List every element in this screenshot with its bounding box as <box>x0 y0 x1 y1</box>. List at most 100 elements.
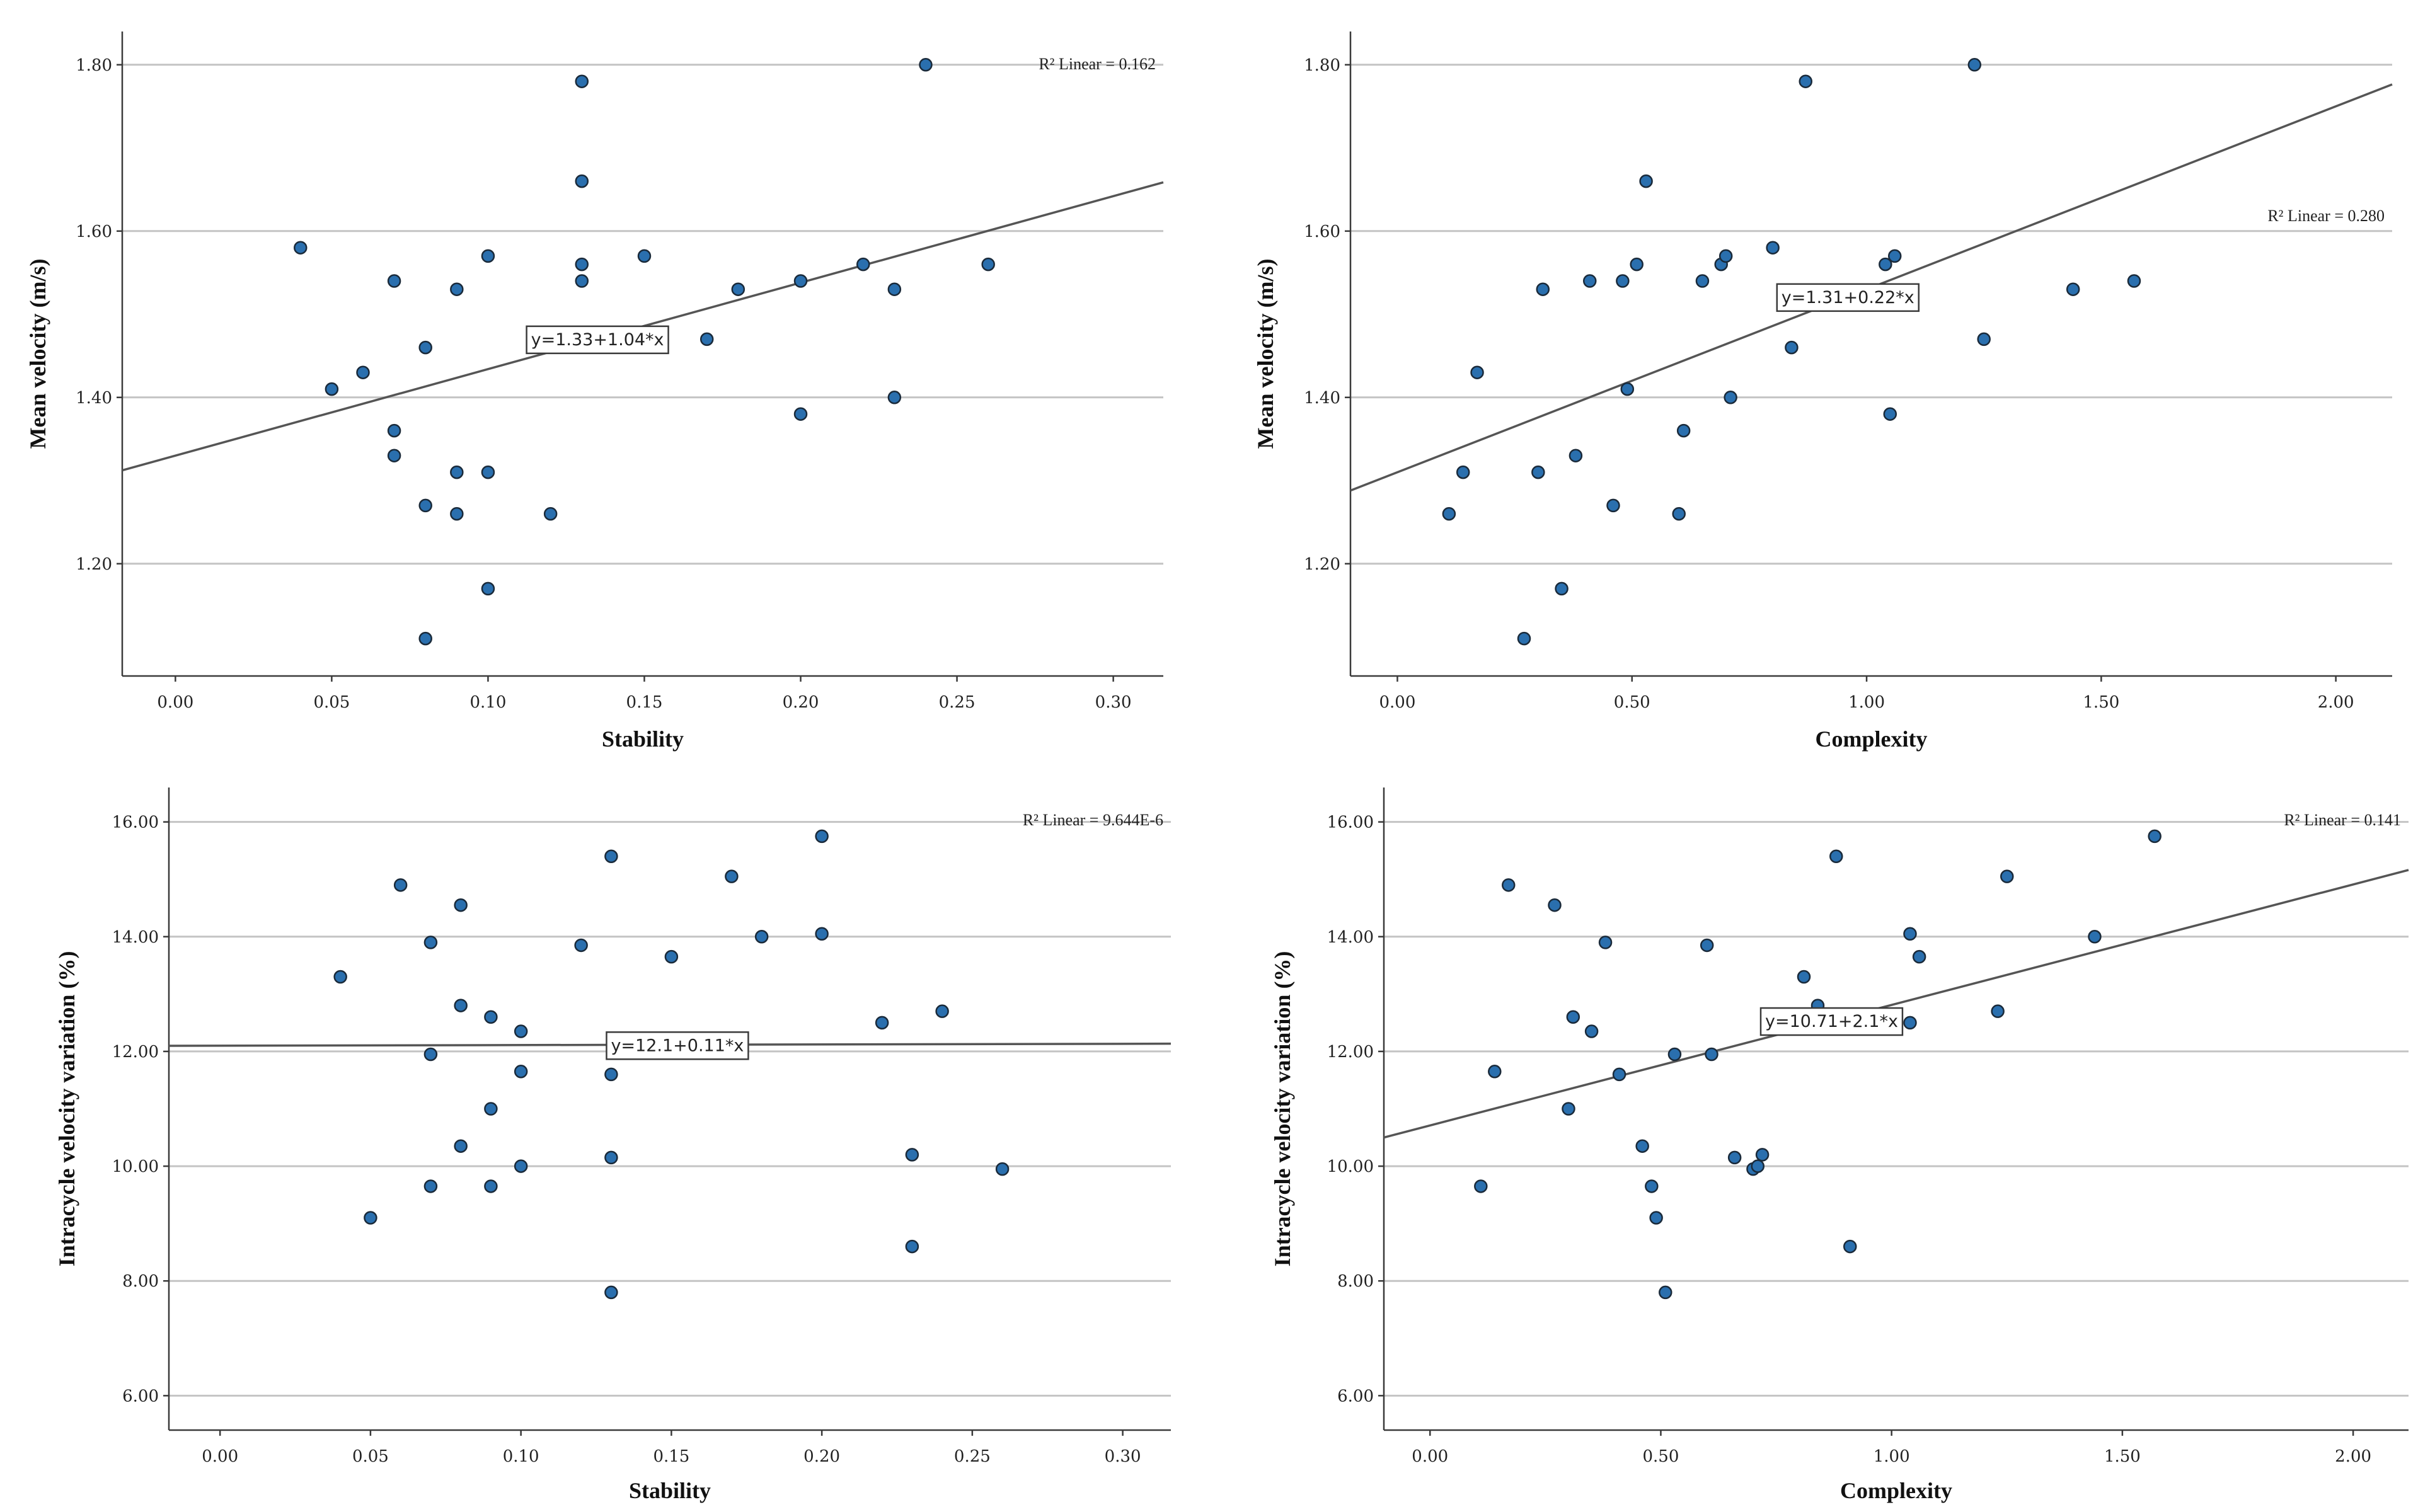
data-point <box>1724 391 1737 404</box>
y-axis-title: Intracycle velocity variation (%) <box>54 951 79 1267</box>
x-tick-label: 0.10 <box>503 1447 539 1466</box>
data-point <box>2066 282 2080 296</box>
data-point <box>514 1065 528 1079</box>
data-point <box>1879 257 1892 272</box>
data-point <box>664 949 679 964</box>
data-point <box>1751 1159 1765 1173</box>
y-axis-title: Intracycle velocity variation (%) <box>1270 951 1295 1267</box>
r2-label: R² Linear = 9.644E-6 <box>1023 811 1163 829</box>
x-tick-label: 2.00 <box>2318 693 2354 712</box>
data-point <box>1502 878 1516 892</box>
x-tick-label: 0.05 <box>313 693 350 712</box>
data-point <box>484 1102 498 1116</box>
data-point <box>450 282 464 296</box>
y-axis-title: Mean velocity (m/s) <box>25 259 50 449</box>
data-point <box>1569 449 1583 462</box>
data-point <box>2127 274 2141 288</box>
y-tick-label: 6.00 <box>1337 1387 1374 1406</box>
equation-text: y=1.33+1.04*x <box>531 330 664 350</box>
y-tick-label: 1.80 <box>76 56 112 75</box>
x-tick-label: 0.10 <box>469 693 506 712</box>
data-point <box>423 1179 438 1193</box>
data-point <box>418 498 432 513</box>
data-point <box>484 1179 498 1193</box>
y-tick-label: 1.40 <box>1304 389 1340 408</box>
data-point <box>454 1139 468 1153</box>
data-point <box>1659 1285 1672 1300</box>
data-point <box>1700 938 1714 953</box>
x-axis-title: Stability <box>629 1478 711 1503</box>
data-point <box>543 507 558 521</box>
data-point <box>1799 74 1813 88</box>
y-axis-title: Mean velocity (m/s) <box>1253 259 1278 449</box>
data-point <box>484 1010 498 1024</box>
equation-box <box>606 1031 749 1060</box>
data-point <box>333 970 347 984</box>
data-point <box>514 1159 528 1173</box>
data-point <box>387 274 401 288</box>
y-tick-label: 16.00 <box>1327 813 1374 832</box>
y-tick-label: 12.00 <box>112 1043 159 1062</box>
data-point <box>575 74 589 88</box>
x-tick-label: 0.20 <box>803 1447 840 1466</box>
data-point <box>1548 898 1562 912</box>
x-tick-label: 0.15 <box>626 693 663 712</box>
data-point <box>1645 1179 1659 1193</box>
y-tick-label: 6.00 <box>122 1387 159 1406</box>
data-point <box>1977 332 1991 346</box>
data-point <box>919 58 933 72</box>
data-point <box>856 257 870 272</box>
data-point <box>2000 869 2014 883</box>
equation-box <box>1776 283 1920 312</box>
r2-label: R² Linear = 0.280 <box>2267 207 2385 225</box>
y-tick-label: 1.80 <box>1304 56 1340 75</box>
equation-text: y=12.1+0.11*x <box>611 1036 744 1055</box>
x-tick-label: 1.00 <box>1848 693 1885 712</box>
r2-label: R² Linear = 0.141 <box>2284 811 2401 829</box>
data-point <box>1903 1016 1917 1030</box>
x-tick-label: 1.50 <box>2083 693 2119 712</box>
data-point <box>1883 407 1897 421</box>
x-axis-title: Complexity <box>1816 726 1928 752</box>
data-point <box>637 249 652 263</box>
data-point <box>1517 631 1531 646</box>
data-point <box>1672 507 1686 521</box>
data-point <box>1442 507 1456 521</box>
equation-box <box>1759 1007 1904 1036</box>
data-point <box>294 241 308 255</box>
scatter-panel-4: 6.00 8.00 10.00 12.00 14.00 16.00 0.00 0.50 1.00… <box>1270 788 2409 1503</box>
y-tick-label: 1.60 <box>76 222 112 241</box>
data-point <box>1695 274 1710 288</box>
data-point <box>1566 1010 1580 1024</box>
y-tick-label: 12.00 <box>1327 1043 1374 1062</box>
data-point <box>1887 249 1902 263</box>
data-point <box>387 423 401 438</box>
y-tick-label: 10.00 <box>112 1157 159 1176</box>
data-point <box>1705 1047 1718 1062</box>
data-point <box>725 869 739 883</box>
data-point <box>1727 1150 1742 1165</box>
data-point <box>935 1004 949 1018</box>
data-point <box>364 1211 377 1225</box>
data-point <box>1555 581 1569 596</box>
data-point <box>1620 382 1635 396</box>
x-tick-label: 0.15 <box>653 1447 689 1466</box>
data-point <box>1639 174 1653 188</box>
data-point <box>1649 1211 1663 1225</box>
data-point <box>423 1047 438 1062</box>
data-point <box>604 1285 618 1300</box>
data-point <box>1912 949 1926 964</box>
data-point <box>793 407 808 421</box>
data-point <box>1488 1065 1502 1079</box>
data-point <box>325 382 339 396</box>
data-point <box>1536 282 1550 296</box>
data-point <box>1456 465 1470 479</box>
data-point <box>1470 365 1484 379</box>
data-point <box>575 174 589 188</box>
data-point <box>1474 1179 1488 1193</box>
data-point <box>793 274 808 288</box>
x-tick-label: 0.30 <box>1105 1447 1141 1466</box>
data-point <box>481 465 495 479</box>
x-tick-label: 0.25 <box>939 693 976 712</box>
